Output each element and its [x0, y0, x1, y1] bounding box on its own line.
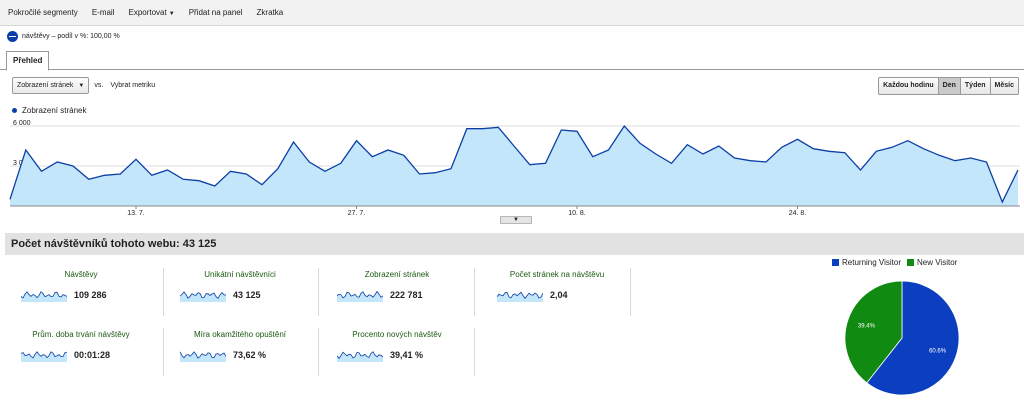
- metric-select-value: Zobrazení stránek: [17, 82, 74, 89]
- pie-legend: Returning Visitor New Visitor: [832, 258, 963, 267]
- x-tick-label: 10. 8.: [568, 210, 586, 217]
- sparkline-icon: [21, 291, 67, 302]
- metric-divider: [163, 268, 164, 316]
- metric-value: 00:01:28: [74, 350, 111, 360]
- metric-label[interactable]: Procento nových návštěv: [352, 330, 442, 339]
- sparkline-area: [21, 291, 67, 302]
- series-line: [9, 124, 1019, 204]
- pie-legend-item: Returning Visitor: [832, 258, 901, 267]
- granularity-week-button[interactable]: Týden: [959, 77, 991, 95]
- segment-pie-icon: [7, 31, 18, 42]
- sparkline-line: [337, 351, 383, 360]
- metric-label[interactable]: Návštěvy: [64, 270, 98, 279]
- metric-divider: [318, 328, 319, 376]
- sparkline-line: [497, 291, 543, 300]
- metric-label[interactable]: Zobrazení stránek: [364, 270, 430, 279]
- metric-divider: [474, 268, 475, 316]
- sparkline-icon: [497, 291, 543, 302]
- chevron-down-icon: ▼: [78, 82, 85, 89]
- sparkline-icon: [180, 291, 226, 302]
- granularity-hourly-button[interactable]: Každou hodinu: [878, 77, 939, 95]
- export-label: Exportovat: [128, 8, 167, 17]
- sparkline-area: [21, 351, 67, 362]
- x-tick-label: 27. 7.: [348, 210, 366, 217]
- metric-pages-per-visit: Počet stránek na návštěvu 2,04: [497, 270, 653, 315]
- x-tick-label: 13. 7.: [127, 210, 145, 217]
- vs-label: vs.: [94, 82, 104, 89]
- metric-label[interactable]: Unikátní návštěvníci: [204, 270, 276, 279]
- metric-new-visits-percent: Procento nových návštěv 39,41 %: [337, 330, 493, 375]
- segment-indicator[interactable]: návštěvy – podíl v %: 100,00 %: [7, 30, 120, 43]
- metric-label[interactable]: Míra okamžitého opuštění: [193, 330, 287, 339]
- sparkline-line: [180, 291, 226, 300]
- pie-slice: [866, 280, 960, 396]
- sparkline-line: [21, 351, 67, 359]
- metric-value: 109 286: [74, 290, 107, 300]
- advanced-segments-button[interactable]: Pokročilé segmenty: [8, 8, 78, 17]
- sparkline-icon: [180, 351, 226, 362]
- granularity-month-button[interactable]: Měsíc: [989, 77, 1019, 95]
- sparkline-area: [337, 351, 383, 362]
- pie-slice-label: 60.6%: [929, 348, 947, 354]
- tab-bar: Přehled: [0, 50, 1024, 71]
- sparkline-icon: [337, 290, 383, 302]
- metric-avg-visit-duration: Prům. doba trvání návštěvy 00:01:28: [21, 330, 177, 375]
- metric-value: 2,04: [550, 290, 568, 300]
- metric-divider: [474, 328, 475, 376]
- tab-overview[interactable]: Přehled: [6, 51, 50, 71]
- sparkline-line: [21, 291, 67, 299]
- metric-divider: [630, 268, 631, 316]
- granularity-day-button[interactable]: Den: [937, 77, 961, 95]
- shortcut-button[interactable]: Zkratka: [256, 8, 284, 17]
- chevron-down-icon: ▼: [168, 11, 175, 17]
- segment-label: návštěvy – podíl v %: 100,00 %: [22, 33, 120, 40]
- metric-divider: [318, 268, 319, 316]
- y-tick-label: 6 000: [13, 120, 31, 127]
- sparkline-area: [497, 292, 543, 302]
- metric-controls: Zobrazení stránek ▼ vs. Vybrat metriku: [12, 77, 155, 94]
- metric-select[interactable]: Zobrazení stránek ▼: [12, 77, 90, 94]
- pie-slice: [844, 280, 903, 384]
- x-tick-label: 24. 8.: [789, 210, 807, 217]
- metric-value: 73,62 %: [233, 350, 267, 360]
- sparkline-area: [180, 351, 226, 362]
- metric-value: 43 125: [233, 290, 261, 300]
- granularity-switch: Každou hodinu Den Týden Měsíc: [878, 77, 1019, 95]
- pie-slice-label: 39.4%: [858, 324, 876, 330]
- metric-visits: Návštěvy 109 286: [21, 270, 177, 315]
- sparkline-line: [337, 290, 383, 299]
- metric-bounce-rate: Míra okamžitého opuštění 73,62 %: [180, 330, 336, 375]
- sparkline-icon: [337, 351, 383, 362]
- chart-legend: Zobrazení stránek: [12, 106, 86, 115]
- sparkline-line: [180, 351, 226, 359]
- metric-unique-visitors: Unikátní návštěvníci 43 125: [180, 270, 336, 315]
- metric-value: 39,41 %: [390, 350, 424, 360]
- metric-label[interactable]: Počet stránek na návštěvu: [509, 270, 605, 279]
- legend-dot-icon: [12, 108, 17, 113]
- pie-legend-label: New Visitor: [917, 258, 958, 267]
- legend-swatch-icon: [907, 259, 914, 266]
- pie-legend-item: New Visitor: [907, 258, 957, 267]
- legend-series-label: Zobrazení stránek: [22, 106, 87, 115]
- sparkline-icon: [21, 351, 67, 362]
- legend-swatch-icon: [832, 259, 839, 266]
- visitors-heading: Počet návštěvníků tohoto webu: 43 125: [5, 233, 1024, 255]
- pie-legend-label: Returning Visitor: [842, 258, 901, 267]
- sparkline-area: [337, 291, 383, 302]
- metric-label[interactable]: Prům. doba trvání návštěvy: [32, 330, 130, 339]
- chart-resize-handle[interactable]: ▼: [500, 216, 532, 224]
- add-to-dashboard-button[interactable]: Přidat na panel: [188, 8, 243, 17]
- series-area: [10, 126, 1018, 206]
- report-toolbar: Pokročilé segmenty E-mail Exportovat ▼ Př…: [0, 0, 1024, 26]
- pick-metric-link[interactable]: Vybrat metriku: [110, 82, 156, 89]
- metric-value: 222 781: [390, 290, 423, 300]
- metric-divider: [163, 328, 164, 376]
- visitor-type-pie-chart: 60.6% 39.4%: [844, 280, 960, 396]
- email-button[interactable]: E-mail: [91, 8, 115, 17]
- metric-pageviews: Zobrazení stránek 222 781: [337, 270, 493, 315]
- export-button[interactable]: Exportovat ▼: [128, 8, 174, 17]
